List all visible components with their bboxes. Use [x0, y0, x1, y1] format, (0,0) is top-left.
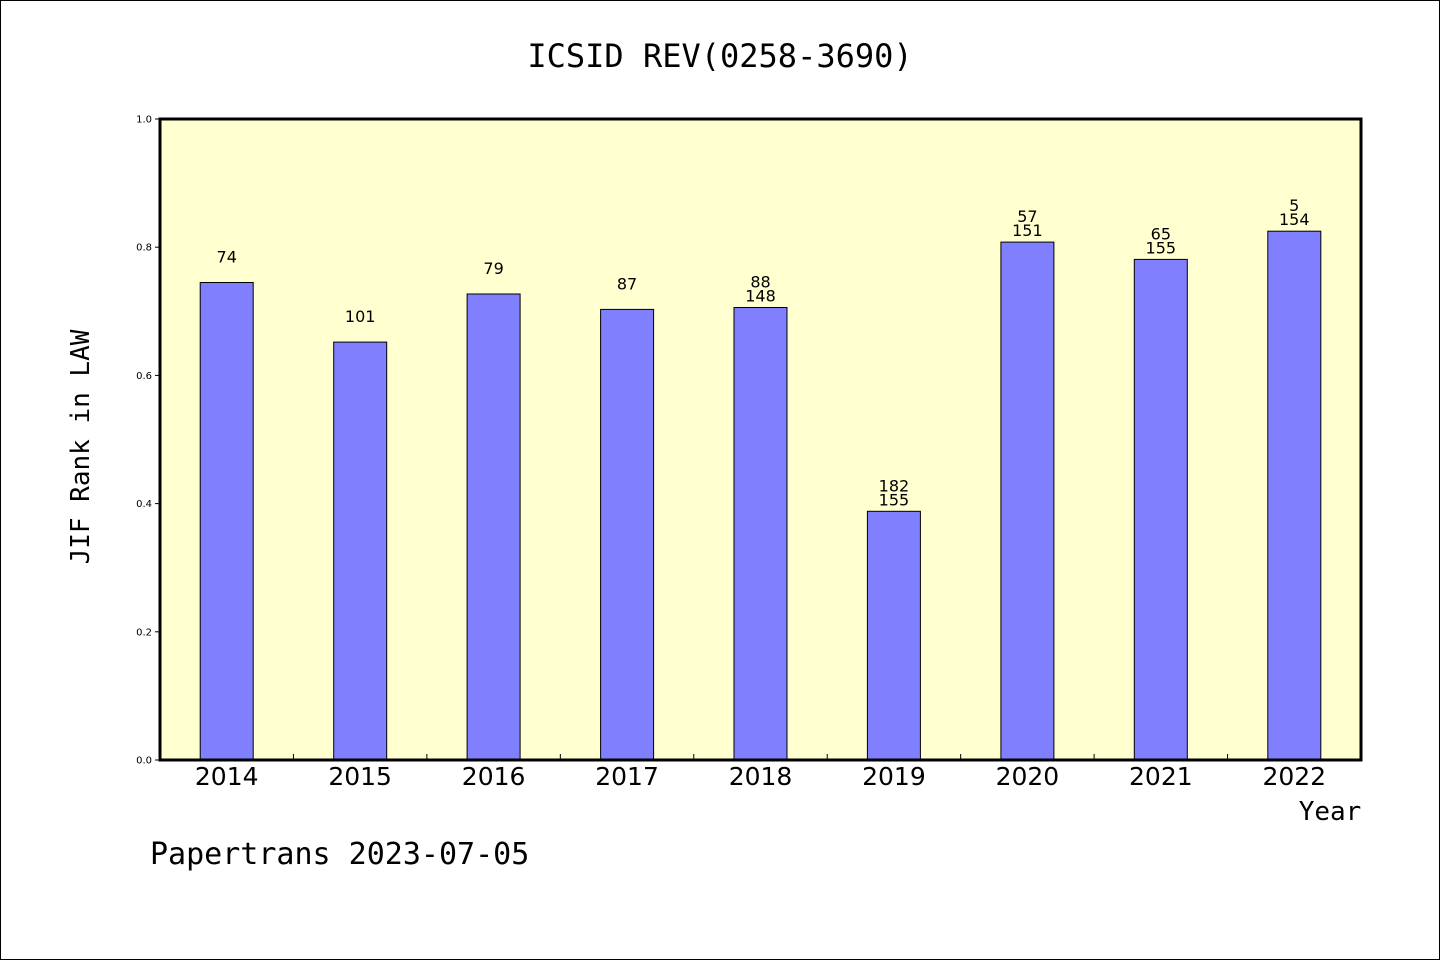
- y-tick-label-0.8: 0.8: [136, 243, 152, 254]
- y-tick-label-0.4: 0.4: [136, 499, 152, 510]
- x-tick-label-2017: 2017: [595, 762, 659, 791]
- x-tick-label-2016: 2016: [462, 762, 526, 791]
- data-label-rank-2020: 57: [1017, 207, 1037, 226]
- x-tick-label-2014: 2014: [195, 762, 259, 791]
- data-label-rank-2016: 79: [483, 259, 503, 278]
- bar-2016: [466, 293, 521, 761]
- data-label-total-2022: 154: [1279, 210, 1310, 229]
- data-label-rank-2015: 101: [345, 307, 376, 326]
- x-tick-label-2019: 2019: [862, 762, 926, 791]
- data-label-total-2021: 155: [1146, 238, 1177, 257]
- x-tick-label-2018: 2018: [729, 762, 793, 791]
- bar-2019: [866, 510, 921, 761]
- y-tick-label-0.0: 0.0: [136, 756, 152, 767]
- x-axis-label: Year: [1299, 797, 1362, 827]
- x-tick-label-2022: 2022: [1262, 762, 1326, 791]
- bar-2022: [1267, 230, 1322, 761]
- bar-2021: [1133, 258, 1188, 761]
- data-label-rank-2018: 88: [750, 273, 770, 292]
- data-label-rank-2019: 182: [879, 476, 910, 495]
- bar-2020: [1000, 241, 1055, 761]
- data-label-rank-2022: 5: [1289, 196, 1299, 215]
- x-tick-label-2015: 2015: [328, 762, 392, 791]
- data-label-total-2019: 155: [879, 490, 910, 509]
- data-label-total-2018: 148: [745, 287, 776, 306]
- x-tick-label-2021: 2021: [1129, 762, 1193, 791]
- footer-credit: Papertrans 2023-07-05: [150, 837, 529, 872]
- bar-2017: [600, 308, 655, 761]
- y-tick-label-0.2: 0.2: [136, 627, 152, 638]
- ticks-layer: 2014 2015 2016 2017 2018 2019 2020 2021 2022 0.0 0…: [136, 115, 1326, 792]
- data-label-rank-2017: 87: [617, 274, 637, 293]
- data-label-total-2020: 151: [1012, 221, 1043, 240]
- plot-border: [158, 117, 1363, 762]
- chart-title: ICSID REV(0258-3690): [527, 37, 912, 75]
- data-label-rank-2014: 74: [217, 248, 237, 267]
- x-tick-label-2020: 2020: [996, 762, 1060, 791]
- y-tick-label-1.0: 1.0: [136, 115, 152, 126]
- y-tick-label-0.6: 0.6: [136, 371, 152, 382]
- y-axis-label: JIF Rank in LAW: [66, 329, 96, 564]
- bar-2015: [333, 341, 388, 761]
- bar-2018: [733, 307, 788, 761]
- data-label-rank-2021: 65: [1151, 224, 1171, 243]
- bar-2014: [199, 282, 254, 761]
